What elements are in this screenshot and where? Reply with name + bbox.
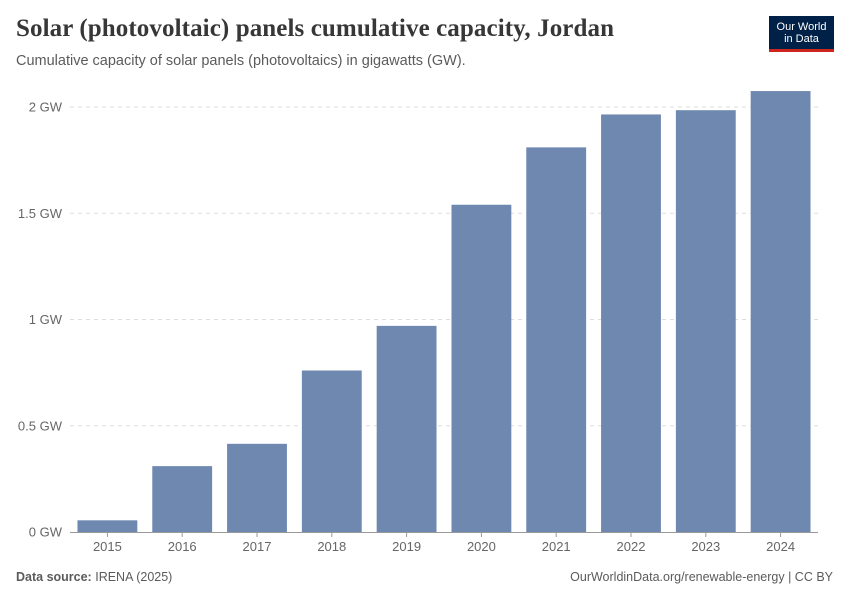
bar-2015[interactable] (77, 520, 138, 532)
x-tick-label: 2015 (93, 539, 122, 554)
x-tick-label: 2017 (243, 539, 272, 554)
bar-2022[interactable] (601, 114, 661, 532)
bar-2023[interactable] (675, 110, 736, 532)
bar-2016[interactable] (152, 466, 213, 532)
data-source-value[interactable]: IRENA (2025) (95, 570, 173, 584)
x-tick-label: 2016 (168, 539, 197, 554)
chart-title: Solar (photovoltaic) panels cumulative c… (16, 15, 615, 42)
data-source: Data source: IRENA (2025) (16, 570, 172, 584)
x-tick-label: 2022 (617, 539, 646, 554)
x-tick-label: 2020 (467, 539, 496, 554)
x-tick-label: 2019 (392, 539, 421, 554)
bar-2020[interactable] (451, 204, 512, 532)
bar-2018[interactable] (301, 370, 362, 533)
x-tick-label: 2018 (317, 539, 346, 554)
y-tick-label: 1 GW (29, 312, 63, 327)
bars (77, 91, 811, 533)
y-tick-label: 0 GW (29, 525, 63, 540)
x-tick-label: 2024 (766, 539, 795, 554)
x-tick-label: 2021 (542, 539, 571, 554)
x-axis-ticks: 2015 2016 2017 2018 2019 2020 2021 2022 2023 2024 (93, 532, 795, 554)
data-source-label: Data source: (16, 570, 92, 584)
chart-subtitle: Cumulative capacity of solar panels (pho… (16, 53, 466, 69)
bar-2021[interactable] (526, 147, 587, 532)
bar-2024[interactable] (750, 91, 811, 532)
footer-url-license[interactable]: OurWorldinData.org/renewable-energy | CC… (570, 570, 833, 584)
y-axis-ticks: 0 GW 0.5 GW 1 GW 1.5 GW 2 GW (18, 100, 63, 540)
y-tick-label: 1.5 GW (18, 206, 63, 221)
x-tick-label: 2023 (691, 539, 720, 554)
owid-logo[interactable]: Our World in Data (769, 16, 834, 52)
y-tick-label: 0.5 GW (18, 418, 63, 433)
logo-line-2: in Data (784, 32, 819, 45)
bar-2019[interactable] (376, 325, 437, 532)
y-tick-label: 2 GW (29, 100, 63, 115)
logo-line-1: Our World (776, 20, 827, 33)
bar-2017[interactable] (227, 443, 287, 532)
